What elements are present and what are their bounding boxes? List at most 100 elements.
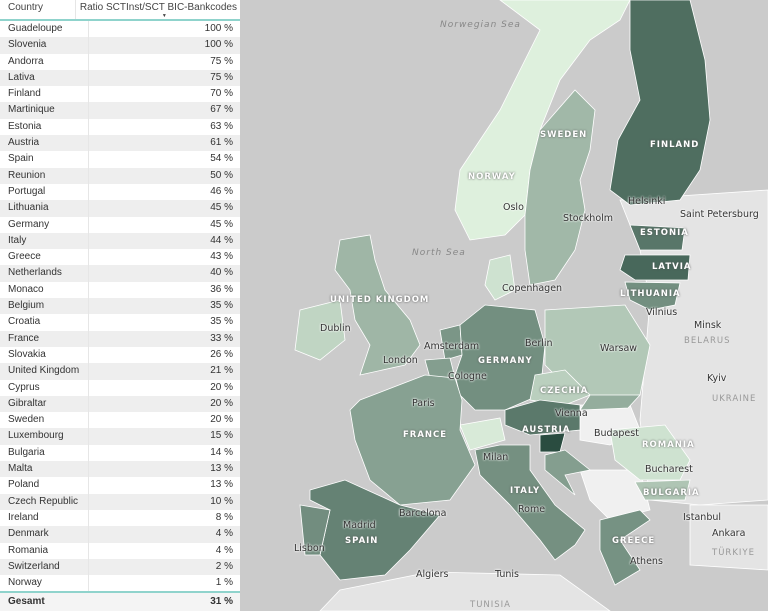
city-label: Vienna: [555, 408, 588, 419]
ratio-cell: 20 %: [210, 414, 233, 426]
sort-descending-icon[interactable]: ▼: [161, 13, 167, 19]
country-cell: Italy: [0, 232, 89, 250]
table-row[interactable]: Estonia 63 %: [0, 118, 240, 136]
ratio-cell: 35 %: [210, 300, 233, 312]
table-row[interactable]: Portugal 46 %: [0, 183, 240, 201]
country-cell: Norway: [0, 575, 89, 592]
ratio-cell: 20 %: [210, 397, 233, 409]
country-cell: Monaco: [0, 281, 89, 299]
country-cell: Andorra: [0, 53, 89, 70]
city-label: Stockholm: [563, 213, 614, 224]
column-header-country[interactable]: Country: [0, 0, 76, 19]
country-cell: Belgium: [0, 298, 89, 315]
country-cell: Spain: [0, 151, 89, 168]
country-cell: Reunion: [0, 167, 89, 184]
table-row[interactable]: Italy 44 %: [0, 232, 240, 250]
ratio-cell: 45 %: [210, 218, 233, 230]
country-label: LITHUANIA: [620, 289, 681, 299]
table-row[interactable]: Martinique 67 %: [0, 102, 240, 119]
table-row[interactable]: Greece 43 %: [0, 249, 240, 266]
country-denmark[interactable]: [484, 254, 516, 301]
table-row[interactable]: Netherlands 40 %: [0, 265, 240, 282]
country-cell: Malta: [0, 461, 89, 478]
city-label: London: [383, 355, 418, 366]
table-row[interactable]: Norway 1 %: [0, 575, 240, 592]
country-lithuania[interactable]: [624, 281, 681, 311]
country-united-kingdom[interactable]: [334, 234, 421, 376]
country-sweden[interactable]: [524, 89, 596, 286]
ratio-cell: 21 %: [210, 365, 233, 377]
country-switzerland[interactable]: [459, 417, 506, 451]
country-cell: Slovakia: [0, 346, 89, 364]
table-row[interactable]: Austria 61 %: [0, 135, 240, 152]
table-row[interactable]: Lithuania 45 %: [0, 200, 240, 217]
table-row[interactable]: France 33 %: [0, 330, 240, 347]
ratio-cell: 10 %: [210, 495, 233, 507]
country-estonia[interactable]: [629, 224, 686, 251]
city-label: Budapest: [594, 428, 639, 439]
table-row[interactable]: Lativa 75 %: [0, 69, 240, 87]
total-label: Gesamt: [8, 596, 45, 607]
country-croatia[interactable]: [544, 449, 591, 496]
table-row[interactable]: Romania 4 %: [0, 542, 240, 559]
table-row[interactable]: Slovakia 26 %: [0, 346, 240, 364]
table-row[interactable]: Cyprus 20 %: [0, 379, 240, 396]
table-row[interactable]: Malta 13 %: [0, 461, 240, 478]
country-spain[interactable]: [309, 479, 441, 581]
table-row[interactable]: Bulgaria 14 %: [0, 444, 240, 462]
table-row[interactable]: Ireland 8 %: [0, 509, 240, 527]
table-row[interactable]: Gibraltar 20 %: [0, 395, 240, 413]
ratio-cell: 70 %: [210, 88, 233, 100]
country-cell: Czech Republic: [0, 493, 89, 510]
ratio-cell: 13 %: [210, 479, 233, 491]
table-row[interactable]: Czech Republic 10 %: [0, 493, 240, 510]
country-france[interactable]: [349, 374, 476, 506]
country-ratio-table: Country Ratio SCTInst/SCT BIC-Bankcodes ▼…: [0, 0, 240, 611]
column-header-ratio[interactable]: Ratio SCTInst/SCT BIC-Bankcodes ▼: [76, 0, 240, 19]
table-row[interactable]: Finland 70 %: [0, 86, 240, 103]
table-row[interactable]: Monaco 36 %: [0, 281, 240, 299]
table-row[interactable]: Spain 54 %: [0, 151, 240, 168]
table-row[interactable]: Reunion 50 %: [0, 167, 240, 184]
table-row[interactable]: Luxembourg 15 %: [0, 428, 240, 445]
city-label: Istanbul: [683, 512, 722, 523]
country-czech-republic[interactable]: [529, 369, 591, 406]
country-norway[interactable]: [454, 0, 631, 241]
table-row[interactable]: Sweden 20 %: [0, 412, 240, 429]
table-row[interactable]: Slovenia 100 %: [0, 37, 240, 54]
country-label: SPAIN: [345, 536, 379, 546]
total-row: Gesamt 31 %: [0, 591, 240, 611]
country-cell: Bulgaria: [0, 444, 89, 462]
table-row[interactable]: Poland 13 %: [0, 477, 240, 494]
region-north-africa[interactable]: [319, 571, 611, 611]
table-row[interactable]: Germany 45 %: [0, 216, 240, 233]
table-row[interactable]: United Kingdom 21 %: [0, 363, 240, 380]
ratio-cell: 75 %: [210, 71, 233, 83]
country-slovakia[interactable]: [579, 394, 641, 411]
country-finland[interactable]: [609, 0, 711, 206]
table-row[interactable]: Denmark 4 %: [0, 526, 240, 543]
city-label: Amsterdam: [424, 341, 480, 352]
country-austria[interactable]: [504, 399, 581, 436]
country-label: GREECE: [612, 536, 656, 546]
ratio-cell: 46 %: [210, 185, 233, 197]
table-row[interactable]: Croatia 35 %: [0, 314, 240, 331]
table-row[interactable]: Andorra 75 %: [0, 53, 240, 70]
table-row[interactable]: Switzerland 2 %: [0, 558, 240, 576]
city-label: Vilnius: [646, 307, 678, 318]
ratio-cell: 35 %: [210, 316, 233, 328]
city-label: Bucharest: [645, 464, 693, 475]
country-label: NORWAY: [468, 172, 516, 182]
region-turkey[interactable]: [689, 504, 768, 571]
country-cell: Romania: [0, 542, 89, 559]
table-row[interactable]: Guadeloupe 100 %: [0, 21, 240, 38]
table-row[interactable]: Belgium 35 %: [0, 298, 240, 315]
country-italy[interactable]: [474, 444, 586, 561]
country-portugal[interactable]: [299, 504, 331, 556]
city-label: Milan: [483, 452, 509, 463]
country-bulgaria[interactable]: [634, 479, 691, 501]
country-lativa[interactable]: [619, 254, 691, 281]
city-label: Kyiv: [707, 373, 727, 384]
country-ireland[interactable]: [294, 299, 346, 361]
country-greece[interactable]: [599, 509, 651, 586]
